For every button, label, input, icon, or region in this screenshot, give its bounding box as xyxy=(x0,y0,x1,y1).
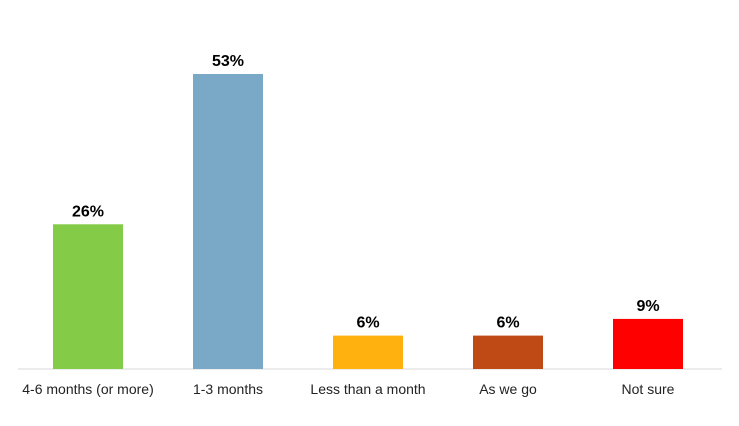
bar-0 xyxy=(53,224,123,369)
category-label-2: Less than a month xyxy=(310,381,425,397)
bar-value-label-4: 9% xyxy=(636,298,659,315)
category-labels-group: 4-6 months (or more) 1-3 months Less than … xyxy=(22,381,674,397)
bar-3 xyxy=(473,335,543,369)
category-label-0: 4-6 months (or more) xyxy=(22,381,153,397)
category-label-1: 1-3 months xyxy=(193,381,263,397)
bars-group xyxy=(53,74,683,369)
category-label-3: As we go xyxy=(479,381,537,397)
bar-value-label-3: 6% xyxy=(496,315,519,332)
bar-value-label-2: 6% xyxy=(356,315,379,332)
bar-1 xyxy=(193,74,263,369)
bar-4 xyxy=(613,318,683,369)
bar-value-label-1: 53% xyxy=(212,53,244,70)
value-labels-group: 26% 53% 6% 6% 9% xyxy=(72,53,660,332)
bar-value-label-0: 26% xyxy=(72,203,104,220)
bar-2 xyxy=(333,335,403,369)
category-label-4: Not sure xyxy=(622,381,675,397)
